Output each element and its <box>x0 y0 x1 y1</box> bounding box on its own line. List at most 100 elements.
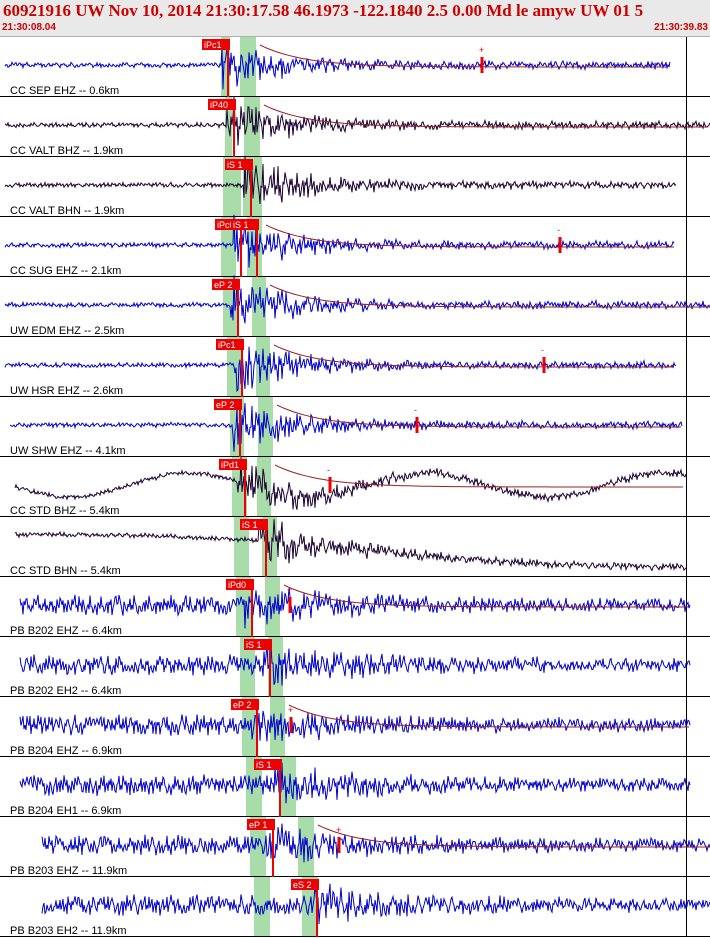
s-window <box>252 277 266 337</box>
trace-row[interactable]: iP40 CC VALT BHZ -- 1.9km <box>0 96 710 157</box>
pick-label: eP 1 <box>249 820 267 830</box>
pick-flag[interactable] <box>247 819 275 830</box>
phase-pick[interactable]: iPc0 <box>215 219 243 277</box>
trace-row[interactable]: eP 2 - UW SHW EHZ -- 4.1km <box>0 397 710 457</box>
trace-row[interactable]: iS 1 PB B204 EH1 -- 6.9km <box>0 757 710 817</box>
trace-row[interactable]: iS 1 CC VALT BHN -- 1.9km <box>0 155 710 217</box>
phase-pick[interactable]: iPd1 <box>219 459 247 517</box>
phase-pick[interactable]: iS 1 <box>231 219 259 277</box>
phase-pick[interactable]: eP 2 <box>214 399 242 457</box>
amp-sign: + <box>288 705 293 715</box>
station-label: CC SUG EHZ -- 2.1km <box>10 265 121 277</box>
amplitude-marker[interactable]: - <box>541 345 546 373</box>
station-label: PB B203 EH2 -- 11.9km <box>10 925 127 937</box>
event-header: 60921916 UW Nov 10, 2014 21:30:17.58 46.… <box>0 0 710 37</box>
phase-pick[interactable]: iS 1 <box>240 519 268 577</box>
s-window <box>280 757 296 817</box>
station-label: PB B204 EHZ -- 6.9km <box>10 745 122 757</box>
pick-flag[interactable] <box>231 219 259 230</box>
phase-pick[interactable]: iS 1 <box>225 159 253 217</box>
phase-pick[interactable]: iPc1 <box>202 39 230 97</box>
pick-flag[interactable] <box>291 879 319 890</box>
station-label: UW EDM EHZ -- 2.5km <box>10 325 124 337</box>
waveform-trace <box>4 96 710 146</box>
phase-pick[interactable]: iPc1 <box>216 339 244 397</box>
seismogram-canvas[interactable]: iPc1 + CC SEP EHZ -- 0.6km iP40 CC VALT BHZ … <box>0 37 710 938</box>
amplitude-marker[interactable]: + <box>287 585 292 613</box>
waveform-trace <box>4 346 677 393</box>
phase-pick[interactable]: eS 2 <box>291 879 319 937</box>
p-window <box>232 457 247 517</box>
station-label: UW SHW EHZ -- 4.1km <box>10 445 126 457</box>
phase-pick[interactable]: iPd0 <box>226 579 254 637</box>
amplitude-marker[interactable]: - <box>557 225 562 253</box>
amplitude-marker[interactable]: - <box>414 405 419 433</box>
amp-bar <box>328 477 332 493</box>
amplitude-marker[interactable]: + <box>336 825 341 853</box>
pick-label: iS 1 <box>227 160 243 170</box>
phase-pick[interactable]: iS 1 <box>244 639 272 697</box>
trace-row[interactable]: eP 2 UW EDM EHZ -- 2.5km <box>0 275 710 337</box>
pick-flag[interactable] <box>202 39 230 50</box>
phase-pick[interactable]: eP 1 <box>247 819 275 877</box>
coda-curve <box>269 284 710 308</box>
pick-flag[interactable] <box>215 219 243 230</box>
amplitude-marker[interactable]: + <box>288 705 293 733</box>
pick-flag[interactable] <box>216 339 244 350</box>
seismogram-panel[interactable]: iPc1 + CC SEP EHZ -- 0.6km iP40 CC VALT BHZ … <box>0 37 710 938</box>
p-window <box>242 697 257 757</box>
trace-row[interactable]: iS 1 CC STD BHN -- 5.4km <box>0 517 710 577</box>
station-label: CC SEP EHZ -- 0.6km <box>10 85 119 97</box>
trace-row[interactable]: iS 1 PB B202 EH2 -- 6.4km <box>0 637 710 697</box>
trace-row[interactable]: iPc1 + CC SEP EHZ -- 0.6km <box>0 37 710 97</box>
trace-row[interactable]: iPd0 + PB B202 EHZ -- 6.4km <box>0 577 710 637</box>
pick-flag[interactable] <box>225 159 253 170</box>
pick-label: iPd1 <box>221 460 239 470</box>
waveform-trace <box>4 275 710 324</box>
pick-flag[interactable] <box>212 279 240 290</box>
phase-pick[interactable]: iS 1 <box>254 759 282 817</box>
pick-flag[interactable] <box>240 519 268 530</box>
s-window <box>302 877 318 937</box>
waveform-trace <box>19 710 691 742</box>
station-label: CC VALT BHZ -- 1.9km <box>10 145 123 157</box>
trace-row[interactable]: iPc1 - UW HSR EHZ -- 2.6km <box>0 337 710 397</box>
phase-pick[interactable]: eP 2 <box>212 279 240 337</box>
waveform-trace <box>4 47 671 90</box>
waveform-trace <box>41 883 710 925</box>
trace-row[interactable]: eP 2 + PB B204 EHZ -- 6.9km <box>0 697 710 757</box>
station-label: CC STD BHN -- 5.4km <box>10 565 121 577</box>
amp-sign: + <box>287 585 292 595</box>
amp-sign: - <box>557 225 560 235</box>
amplitude-marker[interactable]: + <box>479 45 484 73</box>
pick-flag[interactable] <box>226 579 254 590</box>
station-label: CC VALT BHN -- 1.9km <box>10 205 124 217</box>
p-window <box>236 577 251 637</box>
coda-curve <box>263 104 708 128</box>
amp-bar <box>337 837 341 853</box>
event-title: 60921916 UW Nov 10, 2014 21:30:17.58 46.… <box>3 1 644 20</box>
p-window <box>221 37 230 97</box>
pick-flag[interactable] <box>254 759 282 770</box>
phase-pick[interactable]: eP 2 <box>231 699 259 757</box>
pick-flag[interactable] <box>231 699 259 710</box>
pick-flag[interactable] <box>244 639 272 650</box>
s-window <box>257 457 271 517</box>
pick-label: iPc1 <box>218 340 236 350</box>
pick-flag[interactable] <box>219 459 247 470</box>
pick-flag[interactable] <box>214 399 242 410</box>
station-label: PB B202 EHZ -- 6.4km <box>10 625 122 637</box>
trace-row[interactable]: eP 1 + PB B203 EHZ -- 11.9km <box>0 817 710 877</box>
phase-pick[interactable]: iP40 <box>208 99 236 157</box>
end-time: 21:30:39.83 <box>654 22 708 33</box>
amplitude-marker[interactable]: - <box>327 465 332 493</box>
p-window <box>234 517 249 577</box>
amp-sign: + <box>336 825 341 835</box>
trace-row[interactable]: eS 2 PB B203 EH2 -- 11.9km <box>0 877 710 937</box>
pick-flag[interactable] <box>208 99 236 110</box>
coda-curve <box>276 404 681 428</box>
amp-bar <box>480 57 484 73</box>
pick-label: iS 1 <box>233 220 249 230</box>
trace-row[interactable]: iPd1 - CC STD BHZ -- 5.4km <box>0 457 710 517</box>
